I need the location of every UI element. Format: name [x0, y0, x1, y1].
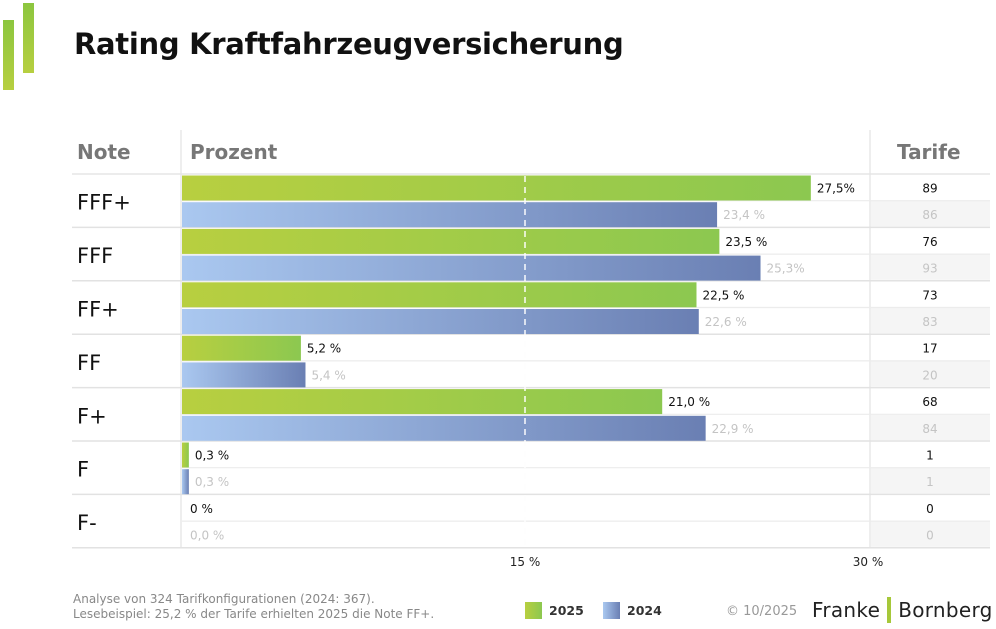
tarife-value-2024: 0 — [926, 529, 934, 543]
value-label-2025: 21,0 % — [668, 395, 710, 409]
tarife-value-2025: 17 — [922, 342, 937, 356]
footer-reading-example: Lesebeispiel: 25,2 % der Tarife erhielte… — [73, 607, 435, 621]
category-label: FF — [77, 351, 101, 375]
category-label: F- — [77, 511, 97, 535]
brand-name-right: Bornberg — [898, 598, 993, 622]
bar-2025-FFF — [182, 228, 720, 254]
x-tick-label: 15 % — [510, 555, 541, 569]
bar-2024-FFplus — [182, 309, 699, 334]
bar-2024-FFF — [182, 255, 761, 281]
tarife-2024-cell-bg — [871, 307, 990, 334]
page-title: Rating Kraftfahrzeugversicherung — [74, 27, 624, 61]
bar-2024-F — [182, 469, 189, 495]
tarife-value-2024: 86 — [922, 208, 937, 222]
value-label-2024: 22,9 % — [712, 422, 754, 436]
tarife-2024-cell-bg — [871, 254, 990, 280]
bar-2024-FF — [182, 362, 306, 388]
header-prozent: Prozent — [190, 140, 278, 164]
value-label-2025: 0 % — [190, 502, 213, 516]
category-label: FFF — [77, 244, 113, 268]
category-label: F+ — [77, 404, 107, 428]
category-label: F — [77, 458, 89, 482]
tarife-value-2025: 73 — [922, 288, 937, 302]
tarife-value-2025: 68 — [922, 395, 937, 409]
logo-bar-left — [3, 20, 14, 90]
tarife-value-2025: 0 — [926, 502, 934, 516]
tarife-value-2025: 76 — [922, 235, 937, 249]
x-tick-label: 30 % — [853, 555, 884, 569]
value-label-2024: 5,4 % — [311, 368, 345, 382]
category-label: FF+ — [77, 298, 119, 322]
value-label-2025: 22,5 % — [703, 288, 745, 302]
tarife-2024-cell-bg — [871, 200, 990, 227]
tarife-value-2024: 83 — [922, 315, 937, 329]
bar-2025-Fplus — [182, 389, 663, 415]
bar-2025-F — [182, 442, 189, 468]
legend-label-2025: 2025 — [549, 603, 584, 618]
value-label-2024: 22,6 % — [705, 315, 747, 329]
value-label-2024: 23,4 % — [723, 208, 765, 222]
value-label-2025: 5,2 % — [307, 342, 341, 356]
category-label: FFF+ — [77, 191, 131, 215]
tarife-2024-cell-bg — [871, 414, 990, 440]
bar-2024-Fplus — [182, 415, 706, 441]
header-note: Note — [77, 140, 131, 164]
logo-bar-right — [23, 3, 34, 73]
tarife-value-2024: 84 — [922, 422, 937, 436]
legend-label-2024: 2024 — [627, 603, 662, 618]
value-label-2024: 0,3 % — [195, 475, 229, 489]
tarife-2024-cell-bg — [871, 521, 990, 547]
bar-2025-FFFplus — [182, 175, 811, 201]
brand-name-left: Franke — [812, 598, 881, 622]
value-label-2025: 0,3 % — [195, 449, 229, 463]
header-tarife: Tarife — [897, 140, 961, 164]
tarife-value-2024: 93 — [922, 262, 937, 276]
brand-separator — [887, 597, 892, 623]
value-label-2025: 23,5 % — [725, 235, 767, 249]
tarife-value-2025: 89 — [922, 182, 937, 196]
value-label-2024: 0,0 % — [190, 529, 224, 543]
value-label-2025: 27,5% — [817, 182, 855, 196]
legend-swatch-2024 — [603, 602, 620, 619]
tarife-value-2025: 1 — [926, 449, 934, 463]
brand-logo: Franke Bornberg — [812, 597, 993, 623]
legend-item-2024: 2024 — [603, 602, 662, 619]
legend-item-2025: 2025 — [525, 602, 584, 619]
tarife-2024-cell-bg — [871, 360, 990, 387]
copyright: © 10/2025 — [726, 604, 798, 619]
bar-2025-FFplus — [182, 282, 697, 308]
legend-swatch-2025 — [525, 602, 542, 619]
tarife-2024-cell-bg — [871, 467, 990, 494]
tarife-value-2024: 20 — [922, 368, 937, 382]
value-label-2024: 25,3% — [767, 262, 805, 276]
bar-2025-FF — [182, 335, 301, 361]
bar-2024-FFFplus — [182, 202, 718, 228]
tarife-value-2024: 1 — [926, 475, 934, 489]
footer-analysis-note: Analyse von 324 Tarifkonfigurationen (20… — [73, 592, 375, 606]
